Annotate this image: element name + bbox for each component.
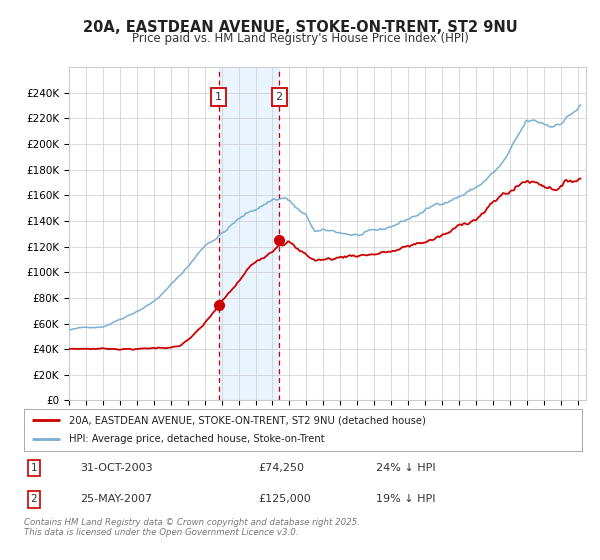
Text: 2: 2 [31, 494, 37, 505]
Text: 24% ↓ HPI: 24% ↓ HPI [376, 463, 435, 473]
Text: 31-OCT-2003: 31-OCT-2003 [80, 463, 152, 473]
Text: 25-MAY-2007: 25-MAY-2007 [80, 494, 152, 505]
Text: Contains HM Land Registry data © Crown copyright and database right 2025.
This d: Contains HM Land Registry data © Crown c… [24, 518, 360, 538]
Text: 1: 1 [31, 463, 37, 473]
Text: Price paid vs. HM Land Registry's House Price Index (HPI): Price paid vs. HM Land Registry's House … [131, 32, 469, 45]
Text: 19% ↓ HPI: 19% ↓ HPI [376, 494, 435, 505]
Text: 20A, EASTDEAN AVENUE, STOKE-ON-TRENT, ST2 9NU: 20A, EASTDEAN AVENUE, STOKE-ON-TRENT, ST… [83, 20, 517, 35]
Text: 20A, EASTDEAN AVENUE, STOKE-ON-TRENT, ST2 9NU (detached house): 20A, EASTDEAN AVENUE, STOKE-ON-TRENT, ST… [68, 415, 425, 425]
Text: 1: 1 [215, 92, 222, 102]
Text: 2: 2 [275, 92, 283, 102]
Text: £125,000: £125,000 [259, 494, 311, 505]
Text: HPI: Average price, detached house, Stoke-on-Trent: HPI: Average price, detached house, Stok… [68, 435, 324, 445]
Text: £74,250: £74,250 [259, 463, 304, 473]
